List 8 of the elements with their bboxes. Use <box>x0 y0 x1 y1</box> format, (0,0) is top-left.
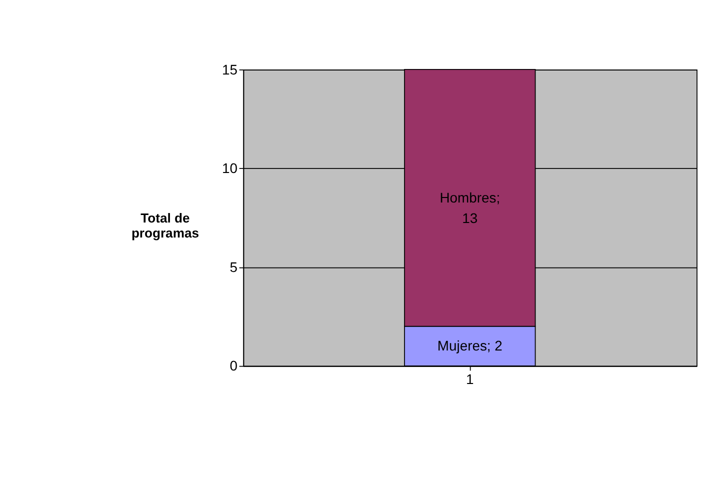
x-tick-label: 1 <box>466 370 474 387</box>
y-tick-label: 0 <box>230 358 238 374</box>
data-label: Mujeres; 2 <box>437 337 503 354</box>
y-axis-title: Total de programas <box>131 210 199 240</box>
data-label: Hombres; 13 <box>440 189 500 226</box>
y-tick-label: 10 <box>222 160 238 176</box>
y-tick-label: 5 <box>230 258 238 275</box>
y-tick-label: 15 <box>222 61 238 78</box>
